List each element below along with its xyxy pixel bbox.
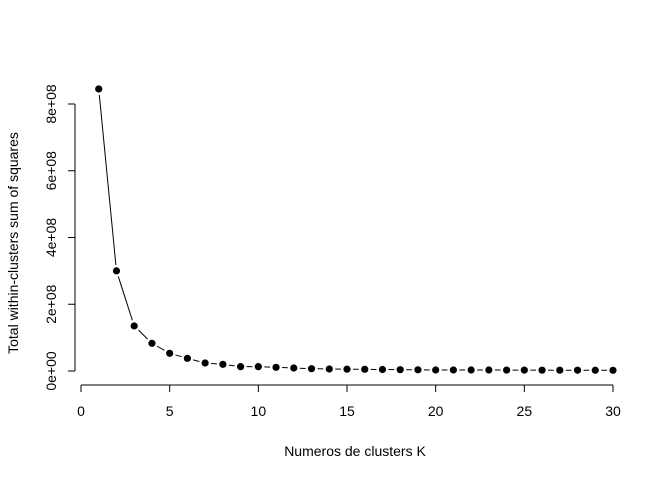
- y-tick-label: 0e+00: [43, 351, 59, 391]
- x-tick-label: 25: [517, 403, 533, 419]
- x-tick-label: 0: [77, 403, 85, 419]
- data-point-k15: [343, 365, 351, 373]
- data-point-k23: [485, 366, 493, 374]
- series-segment: [138, 329, 148, 340]
- data-point-k12: [290, 364, 298, 372]
- data-point-k5: [166, 349, 174, 357]
- data-point-k2: [112, 267, 121, 275]
- series-segment: [156, 345, 165, 351]
- series-segment: [175, 354, 182, 358]
- x-axis: 0 5 10 15 20 25 30: [77, 384, 621, 419]
- data-point-k25: [520, 366, 528, 374]
- data-point-k11: [272, 363, 280, 371]
- data-point-k1: [95, 85, 103, 93]
- y-tick-label: 6e+08: [43, 151, 59, 191]
- data-point-k17: [378, 365, 387, 374]
- data-point-k20: [432, 366, 440, 374]
- y-tick-label: 8e+08: [43, 84, 59, 124]
- data-point-k6: [183, 354, 191, 362]
- series-segment: [228, 364, 235, 367]
- data-point-k10: [254, 363, 262, 371]
- x-tick-label: 20: [428, 403, 444, 419]
- data-point-k27: [556, 366, 564, 374]
- data-point-k4: [148, 339, 156, 347]
- x-tick-label: 15: [339, 403, 355, 419]
- data-point-k13: [307, 365, 316, 373]
- y-axis-title: Total within-clusters sum of squares: [5, 132, 21, 354]
- data-point-k26: [538, 366, 546, 374]
- series-segment: [98, 94, 117, 265]
- data-point-k24: [503, 366, 511, 374]
- series-segment: [193, 359, 200, 362]
- data-point-k29: [591, 366, 599, 374]
- x-tick-label: 5: [166, 403, 174, 419]
- data-point-k18: [396, 366, 404, 374]
- x-axis-title: Numeros de clusters K: [284, 443, 426, 459]
- y-axis: 0e+00 2e+08 4e+08 6e+08 8e+08: [43, 84, 76, 391]
- data-point-k28: [573, 366, 582, 374]
- data-point-k30: [609, 366, 617, 374]
- y-tick-label: 2e+08: [43, 284, 59, 324]
- x-tick-label: 30: [605, 403, 621, 419]
- series-segment: [117, 276, 133, 321]
- data-point-k19: [414, 366, 422, 374]
- y-tick-label: 4e+08: [43, 218, 59, 258]
- data-point-k3: [130, 322, 138, 330]
- data-point-k7: [201, 359, 209, 367]
- x-tick-label: 10: [251, 403, 267, 419]
- data-point-k9: [237, 363, 245, 371]
- data-point-k8: [219, 360, 227, 368]
- series-wcss: [95, 85, 617, 374]
- data-point-k16: [361, 365, 369, 373]
- data-point-k21: [449, 366, 457, 374]
- data-point-k22: [467, 366, 475, 374]
- data-point-k14: [325, 365, 333, 373]
